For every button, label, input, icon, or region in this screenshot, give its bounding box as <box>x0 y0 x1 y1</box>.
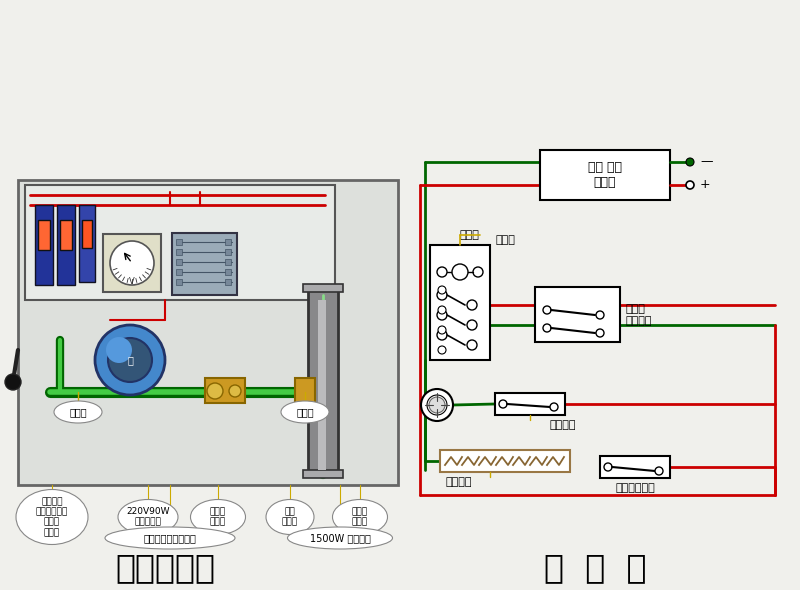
Circle shape <box>437 310 447 320</box>
Ellipse shape <box>54 401 102 423</box>
Circle shape <box>429 397 445 413</box>
Text: 进水口: 进水口 <box>69 407 87 417</box>
Bar <box>225 239 231 245</box>
Text: 接触器: 接触器 <box>460 230 480 240</box>
Circle shape <box>437 330 447 340</box>
Circle shape <box>596 329 604 337</box>
Circle shape <box>438 306 446 314</box>
Circle shape <box>473 267 483 277</box>
Ellipse shape <box>266 500 314 535</box>
Ellipse shape <box>16 490 88 545</box>
Circle shape <box>467 340 477 350</box>
Text: 电加热器: 电加热器 <box>445 477 471 487</box>
Text: 水: 水 <box>127 355 133 365</box>
Text: 增压泵: 增压泵 <box>495 235 515 245</box>
Circle shape <box>550 403 558 411</box>
Circle shape <box>686 181 694 189</box>
Bar <box>79 205 95 282</box>
Bar <box>225 269 231 275</box>
Bar <box>176 269 182 275</box>
Circle shape <box>604 463 612 471</box>
Text: 增压泵流量控制开关: 增压泵流量控制开关 <box>143 533 197 543</box>
Bar <box>176 279 182 285</box>
Bar <box>430 245 490 360</box>
Bar <box>600 456 670 478</box>
Bar <box>303 470 343 478</box>
Text: 安装示意图: 安装示意图 <box>115 552 215 585</box>
Ellipse shape <box>190 500 246 535</box>
Circle shape <box>543 306 551 314</box>
Text: —: — <box>700 156 713 169</box>
Circle shape <box>421 389 453 421</box>
Text: 1500W 电加热器: 1500W 电加热器 <box>310 533 370 543</box>
Circle shape <box>467 320 477 330</box>
Bar <box>225 279 231 285</box>
Ellipse shape <box>333 500 387 535</box>
Circle shape <box>452 264 468 280</box>
Circle shape <box>229 385 241 397</box>
Text: 温度控制开关: 温度控制开关 <box>615 483 655 493</box>
Bar <box>18 180 398 485</box>
Bar <box>295 378 315 403</box>
Bar <box>25 185 335 300</box>
Circle shape <box>438 346 446 354</box>
Circle shape <box>110 241 154 285</box>
Bar <box>318 300 326 470</box>
Ellipse shape <box>105 527 235 549</box>
Circle shape <box>438 326 446 334</box>
Bar <box>225 249 231 255</box>
Bar <box>176 249 182 255</box>
Bar <box>35 205 53 285</box>
Text: 空气开关
漏电保护开关
电流表
接触器: 空气开关 漏电保护开关 电流表 接触器 <box>36 497 68 537</box>
Circle shape <box>95 325 165 395</box>
Circle shape <box>207 383 223 399</box>
Circle shape <box>686 158 694 166</box>
Bar <box>60 220 72 250</box>
Circle shape <box>596 311 604 319</box>
Bar <box>535 287 620 342</box>
Circle shape <box>108 338 152 382</box>
Circle shape <box>5 374 21 390</box>
Circle shape <box>437 267 447 277</box>
Text: 限压开关: 限压开关 <box>550 420 577 430</box>
Ellipse shape <box>287 527 393 549</box>
Bar <box>303 284 343 292</box>
Text: +: + <box>700 179 710 192</box>
Bar <box>176 259 182 265</box>
Bar <box>308 290 338 475</box>
Bar <box>495 393 565 415</box>
Ellipse shape <box>118 500 178 535</box>
Bar <box>82 220 92 248</box>
Text: 出水口: 出水口 <box>296 407 314 417</box>
Circle shape <box>655 467 663 475</box>
Circle shape <box>106 337 132 363</box>
Text: 220V90W
管道增压泵: 220V90W 管道增压泵 <box>126 507 170 527</box>
Bar <box>540 150 670 200</box>
Bar <box>205 378 245 403</box>
Circle shape <box>438 286 446 294</box>
Ellipse shape <box>281 401 329 423</box>
Bar <box>172 233 237 295</box>
Circle shape <box>499 400 507 408</box>
Text: 限压控
制开关: 限压控 制开关 <box>210 507 226 527</box>
Circle shape <box>437 290 447 300</box>
Bar <box>38 220 50 250</box>
Bar <box>103 234 161 292</box>
Bar <box>225 259 231 265</box>
Text: 限压
溢流阀: 限压 溢流阀 <box>282 507 298 527</box>
Bar <box>176 239 182 245</box>
Circle shape <box>467 300 477 310</box>
Text: 水流量
主控开关: 水流量 主控开关 <box>625 304 651 326</box>
Bar <box>57 205 75 285</box>
Circle shape <box>543 324 551 332</box>
Text: V: V <box>129 277 135 287</box>
Text: 空开 漏保
电流表: 空开 漏保 电流表 <box>588 161 622 189</box>
Bar <box>440 450 570 472</box>
Text: 电  路  图: 电 路 图 <box>544 552 646 585</box>
Text: 温度控
制开关: 温度控 制开关 <box>352 507 368 527</box>
